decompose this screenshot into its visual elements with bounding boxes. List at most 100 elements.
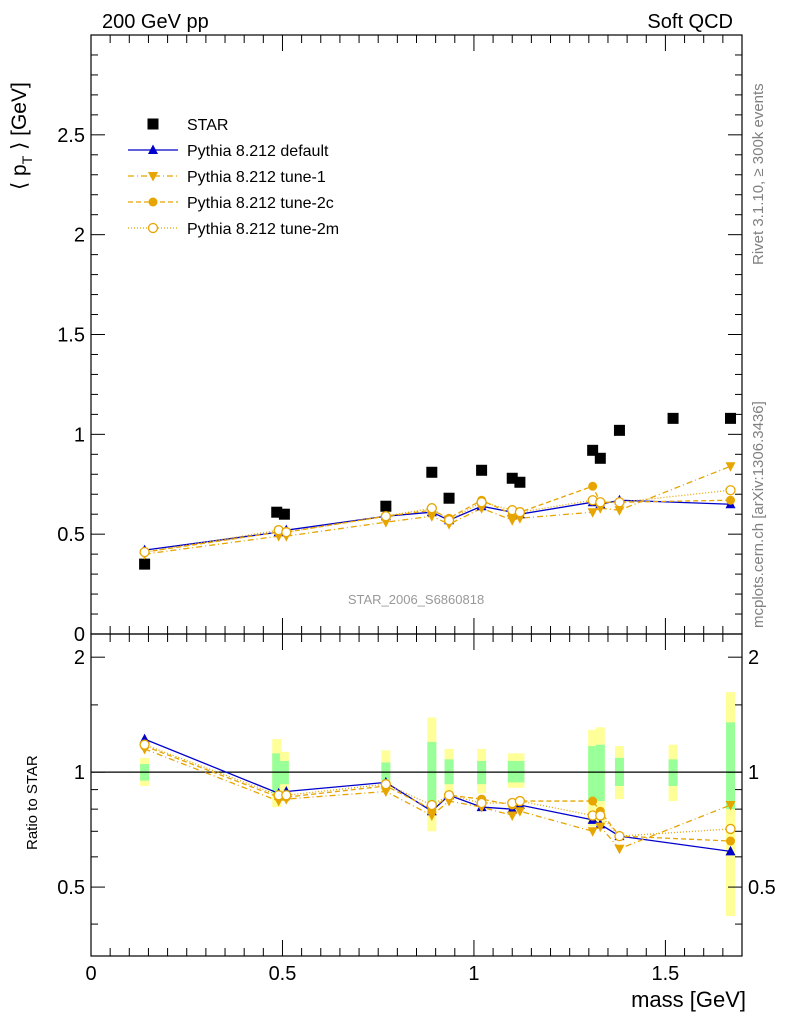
series-line-1 [144, 499, 731, 551]
ratio-point-3 [380, 779, 392, 790]
data-point-0 [271, 506, 283, 518]
legend-label: Pythia 8.212 tune-2m [187, 221, 339, 238]
mcplots-label: mcplots.cern.ch [arXiv:1306.3436] [750, 401, 767, 628]
data-point-4 [614, 497, 625, 508]
ratio-y-tick-label-left: 0.5 [57, 877, 85, 899]
data-point-0 [278, 508, 290, 520]
ratio-point-3 [476, 797, 487, 809]
ratio-point-1 [614, 844, 625, 855]
data-point-0 [613, 424, 625, 436]
ratio-point-1 [426, 811, 437, 821]
header-left: 200 GeV pp [102, 11, 209, 33]
legend-marker [147, 222, 159, 234]
ratio-series-lines [144, 738, 731, 853]
main-panel: 0 0.5 1 1.5 2 2.5 STAR_2006_S6860818 STAR Pyth… [57, 34, 743, 646]
series-line-3 [144, 485, 731, 553]
ratio-series-line-0 [144, 738, 731, 853]
ratio-series-line-3 [144, 744, 731, 837]
ratio-point-1 [587, 827, 598, 837]
data-point-0 [443, 492, 455, 504]
legend-marker [147, 118, 159, 130]
ratio-point-3 [514, 795, 526, 807]
series-line-2 [144, 465, 731, 555]
data-point-0 [380, 500, 392, 512]
x-axis-label: mass [GeV] [631, 987, 746, 1012]
y-tick-label: 0.5 [57, 524, 85, 546]
ratio-point-3 [614, 830, 625, 842]
ratio-y-tick-label-right: 0.5 [748, 877, 776, 899]
data-point-4 [476, 497, 487, 508]
uncertainty-band-inner [272, 753, 282, 794]
ratio-frame [90, 633, 743, 957]
data-point-0 [514, 476, 526, 488]
ratio-point-1 [725, 801, 736, 811]
ratio-point-2 [588, 796, 598, 806]
legend-label: Pythia 8.212 tune-2c [187, 195, 334, 212]
uncertainty-band-inner [595, 744, 605, 802]
ratio-panel: 0.5 0.5 1 1 2 2 0 0.5 1 1.5 [57, 633, 776, 985]
main-series-lines [144, 465, 731, 555]
ratio-point-3 [139, 739, 150, 750]
main-ticks: 0 0.5 1 1.5 2 2.5 [57, 34, 743, 646]
x-tick-label: 1 [468, 963, 479, 985]
ratio-series-line-2 [144, 745, 731, 842]
legend-label: STAR [187, 117, 228, 134]
legend-marker [148, 197, 158, 207]
y-tick-label: 1 [74, 424, 85, 446]
data-point-2 [587, 508, 598, 518]
data-point-2 [507, 516, 518, 526]
ratio-point-3 [595, 810, 606, 821]
ratio-ticks: 0.5 0.5 1 1 2 2 0 0.5 1 1.5 [57, 633, 776, 985]
x-tick-label: 0.5 [269, 963, 297, 985]
main-markers [139, 412, 737, 570]
data-point-3 [588, 481, 598, 491]
data-point-2 [725, 462, 736, 472]
data-point-4 [426, 503, 437, 514]
data-point-0 [139, 558, 151, 570]
rivet-label: Rivet 3.1.10, ≥ 300k events [750, 83, 767, 265]
ratio-point-3 [725, 823, 736, 835]
ratio-y-tick-label-right: 2 [748, 647, 759, 669]
y-axis-label-ratio: Ratio to STAR [24, 755, 41, 850]
ratio-point-0 [725, 845, 736, 856]
ratio-series-line-1 [144, 748, 731, 850]
data-point-4 [139, 546, 150, 558]
data-point-4 [595, 497, 606, 508]
ratio-point-3 [443, 790, 455, 801]
ratio-point-2 [726, 836, 736, 846]
data-point-4 [380, 511, 392, 522]
uncertainty-band-inner [726, 722, 736, 810]
ratio-point-3 [281, 790, 292, 801]
ratio-markers [139, 733, 736, 856]
data-point-0 [476, 464, 488, 476]
data-point-4 [443, 515, 455, 526]
ratio-point-1 [595, 822, 606, 833]
data-point-0 [725, 412, 737, 424]
watermark: STAR_2006_S6860818 [348, 592, 484, 607]
ratio-point-1 [507, 811, 518, 821]
ratio-point-1 [380, 787, 391, 797]
data-point-2 [614, 506, 625, 516]
data-point-2 [426, 512, 437, 522]
data-point-0 [667, 412, 679, 424]
ratio-y-tick-label-left: 2 [74, 647, 85, 669]
uncertainty-band-inner [588, 746, 598, 802]
data-point-4 [281, 527, 292, 538]
data-point-0 [506, 472, 518, 484]
legend-marker [148, 172, 158, 182]
data-point-0 [426, 466, 438, 478]
y-tick-label: 0 [74, 624, 85, 646]
legend-label: Pythia 8.212 default [187, 143, 329, 160]
data-point-4 [725, 485, 736, 496]
y-tick-label: 2.5 [57, 125, 85, 147]
ratio-y-tick-label-left: 1 [74, 762, 85, 784]
legend-label: Pythia 8.212 tune-1 [187, 169, 326, 186]
ratio-y-tick-label-right: 1 [748, 762, 759, 784]
series-line-4 [144, 489, 731, 553]
data-point-3 [726, 495, 736, 505]
data-point-4 [514, 507, 526, 518]
ratio-bands [140, 692, 736, 917]
header-right: Soft QCD [647, 11, 733, 33]
uncertainty-band-inner [427, 741, 437, 806]
